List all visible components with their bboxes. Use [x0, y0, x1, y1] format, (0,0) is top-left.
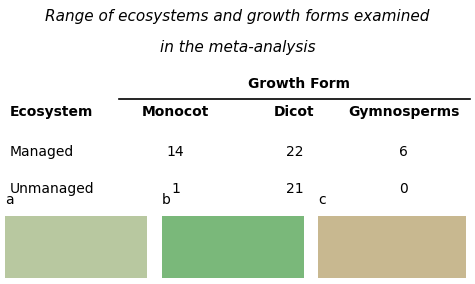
Bar [162, 216, 304, 278]
Text: 1: 1 [171, 182, 180, 196]
Text: Dicot: Dicot [274, 105, 315, 119]
Text: Managed: Managed [10, 145, 74, 159]
Text: Range of ecosystems and growth forms examined: Range of ecosystems and growth forms exa… [45, 9, 430, 24]
Text: c: c [318, 193, 326, 207]
Text: Unmanaged: Unmanaged [10, 182, 94, 196]
Bar [5, 216, 147, 278]
Text: Monocot: Monocot [142, 105, 209, 119]
Text: 0: 0 [399, 182, 408, 196]
Text: in the meta-analysis: in the meta-analysis [160, 40, 315, 55]
Text: 14: 14 [167, 145, 185, 159]
Bar [318, 216, 466, 278]
Text: Gymnosperms: Gymnosperms [348, 105, 459, 119]
Text: 22: 22 [286, 145, 303, 159]
Text: 6: 6 [399, 145, 408, 159]
Text: Ecosystem: Ecosystem [10, 105, 93, 119]
Text: Growth Form: Growth Form [248, 77, 350, 91]
Text: 21: 21 [285, 182, 304, 196]
Text: b: b [162, 193, 171, 207]
Text: a: a [5, 193, 13, 207]
